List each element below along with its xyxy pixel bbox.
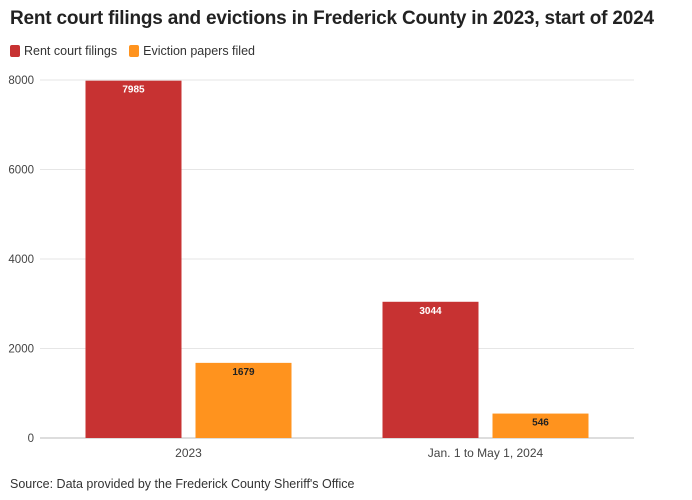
- bar-rent-court-filings-1: [382, 301, 479, 438]
- legend-item-eviction-papers-filed: Eviction papers filed: [129, 44, 255, 58]
- legend-swatch-eviction-papers-filed: [129, 45, 140, 57]
- source-note: Source: Data provided by the Frederick C…: [10, 477, 355, 491]
- y-tick-label-8000: 8000: [8, 75, 34, 87]
- data-label-rent-court-filings-0: 7985: [122, 85, 145, 96]
- data-label-rent-court-filings-1: 3044: [419, 306, 442, 317]
- legend: Rent court filings Eviction papers filed: [10, 44, 267, 58]
- data-label-eviction-papers-filed-0: 1679: [232, 367, 255, 378]
- bar-eviction-papers-filed-0: [195, 362, 292, 438]
- x-tick-label-1: Jan. 1 to May 1, 2024: [428, 446, 544, 460]
- y-tick-label-2000: 2000: [8, 344, 34, 356]
- legend-label-rent-court-filings: Rent court filings: [24, 44, 118, 58]
- data-label-eviction-papers-filed-1: 546: [532, 418, 549, 429]
- y-tick-label-6000: 6000: [8, 165, 34, 177]
- bar-rent-court-filings-0: [85, 80, 182, 438]
- bar-eviction-papers-filed-1: [492, 413, 589, 438]
- legend-label-eviction-papers-filed: Eviction papers filed: [143, 44, 255, 58]
- y-tick-label-0: 0: [28, 433, 34, 445]
- legend-swatch-rent-court-filings: [10, 45, 20, 57]
- legend-item-rent-court-filings: Rent court filings: [10, 44, 117, 58]
- y-tick-label-4000: 4000: [8, 254, 34, 266]
- chart-title: Rent court filings and evictions in Fred…: [10, 8, 654, 29]
- x-tick-label-0: 2023: [175, 446, 202, 460]
